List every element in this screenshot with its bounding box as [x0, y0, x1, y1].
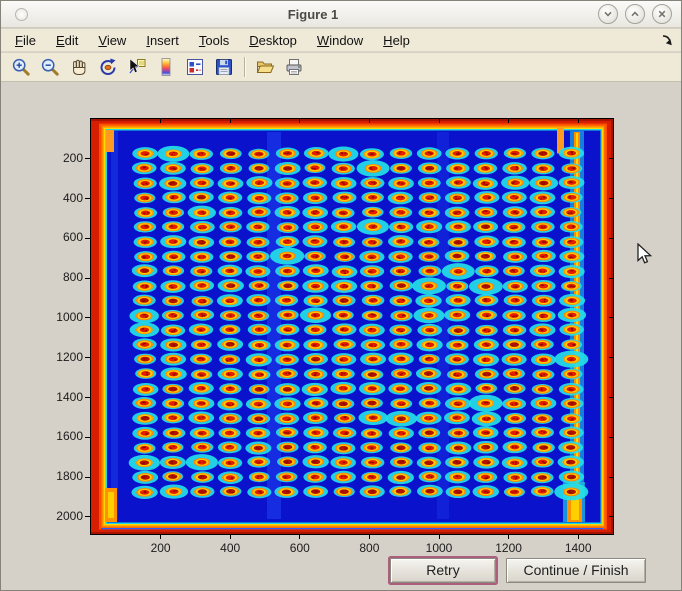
x-tick	[160, 535, 162, 539]
x-tick-label: 400	[220, 541, 241, 555]
insert-colorbar-button[interactable]	[152, 54, 180, 80]
x-tick-inner	[368, 119, 370, 123]
menu-desktop[interactable]: Desktop	[249, 32, 297, 48]
x-tick-inner	[577, 119, 579, 123]
y-tick-inner	[609, 357, 613, 359]
y-tick-label: 800	[62, 270, 83, 285]
y-tick-label: 200	[62, 150, 83, 165]
x-tick	[368, 535, 370, 539]
y-tick-inner	[609, 158, 613, 160]
x-tick	[229, 535, 231, 539]
menu-help[interactable]: Help	[383, 32, 410, 48]
print-figure-icon	[284, 57, 304, 77]
zoom-in-icon	[11, 57, 31, 77]
y-tick-inner	[609, 516, 613, 518]
zoom-in-button[interactable]	[7, 54, 35, 80]
window-controls	[598, 4, 672, 24]
pan-button[interactable]	[65, 54, 93, 80]
y-tick-inner	[609, 397, 613, 399]
rotate-3d-button[interactable]	[94, 54, 122, 80]
y-tick	[85, 397, 90, 399]
open-file-icon	[255, 57, 275, 77]
x-tick	[577, 535, 579, 539]
zoom-out-button[interactable]	[36, 54, 64, 80]
insert-legend-icon	[185, 57, 205, 77]
y-tick	[85, 198, 90, 200]
axes: 200 400 600 800 1000 1200 1400 200 400 600 800 1000…	[56, 118, 614, 555]
dock-figure-icon[interactable]	[660, 33, 674, 52]
insert-legend-button[interactable]	[181, 54, 209, 80]
menubar: File Edit View Insert Tools Desktop Window Help	[1, 29, 681, 52]
menu-edit[interactable]: Edit	[55, 32, 79, 48]
save-figure-button[interactable]	[210, 54, 238, 80]
menu-tools[interactable]: Tools	[198, 32, 230, 48]
print-figure-button[interactable]	[280, 54, 308, 80]
window-title: Figure 1	[287, 6, 339, 22]
y-tick-inner	[609, 436, 613, 438]
titlebar: Figure 1	[1, 1, 681, 28]
y-tick	[85, 317, 90, 319]
y-tick	[85, 436, 90, 438]
window-menu-button[interactable]	[15, 7, 28, 21]
x-tick	[508, 535, 510, 539]
y-tick-inner	[609, 198, 613, 200]
x-tick-label: 800	[359, 541, 380, 555]
x-tick	[438, 535, 440, 539]
y-tick	[85, 516, 90, 518]
menu-file[interactable]: File	[15, 32, 36, 48]
y-tick	[85, 476, 90, 478]
x-tick-label: 200	[150, 541, 171, 555]
y-tick	[85, 357, 90, 359]
y-tick	[85, 277, 90, 279]
x-tick-inner	[299, 119, 301, 123]
x-tick-label: 1000	[425, 541, 453, 555]
data-cursor-button[interactable]	[123, 54, 151, 80]
x-tick	[299, 535, 301, 539]
close-window-button[interactable]	[652, 4, 672, 24]
data-cursor-icon	[127, 57, 147, 77]
plate-image[interactable]	[91, 119, 613, 534]
y-tick-label: 1000	[56, 309, 83, 324]
x-tick-inner	[229, 119, 231, 123]
menu-window[interactable]: Window	[316, 32, 364, 48]
save-figure-icon	[214, 57, 234, 77]
y-tick-inner	[609, 476, 613, 478]
y-tick-label: 1600	[56, 429, 83, 444]
y-tick-label: 2000	[56, 508, 83, 523]
y-tick-label: 1800	[56, 469, 83, 484]
y-tick-inner	[609, 237, 613, 239]
y-tick-label: 400	[62, 190, 83, 205]
y-tick	[85, 237, 90, 239]
y-tick-label: 600	[62, 230, 83, 245]
y-tick-label: 1400	[56, 389, 83, 404]
y-tick	[85, 158, 90, 160]
y-tick-inner	[609, 277, 613, 279]
unshade-window-button[interactable]	[625, 4, 645, 24]
rotate-3d-icon	[98, 57, 118, 77]
figure-canvas-area: 200 400 600 800 1000 1200 1400 200 400 600 800 1000…	[1, 82, 681, 590]
y-tick-inner	[609, 317, 613, 319]
menu-insert[interactable]: Insert	[146, 32, 179, 48]
x-tick-label: 600	[289, 541, 310, 555]
x-tick-inner	[438, 119, 440, 123]
x-tick-inner	[508, 119, 510, 123]
menu-view[interactable]: View	[98, 32, 127, 48]
zoom-out-icon	[40, 57, 60, 77]
y-tick-label: 1200	[56, 349, 83, 364]
pan-icon	[69, 57, 89, 77]
shade-window-button[interactable]	[598, 4, 618, 24]
toolbar	[1, 53, 681, 82]
x-tick-inner	[160, 119, 162, 123]
x-tick-label: 1400	[564, 541, 592, 555]
insert-colorbar-icon	[156, 57, 176, 77]
continue-finish-button[interactable]: Continue / Finish	[506, 558, 646, 583]
retry-button[interactable]: Retry	[390, 558, 496, 583]
open-file-button[interactable]	[251, 54, 279, 80]
toolbar-separator	[244, 57, 246, 77]
x-tick-label: 1200	[495, 541, 522, 555]
